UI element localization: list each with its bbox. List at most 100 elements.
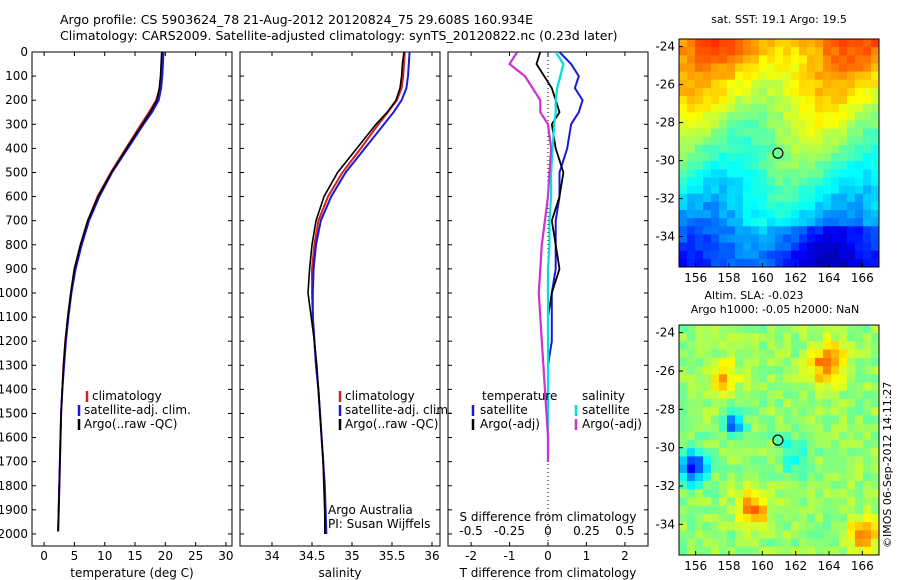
map-cell [855, 39, 864, 48]
map-cell [719, 366, 728, 375]
depth-tick-label: 300 [5, 117, 28, 131]
map-cell [743, 398, 752, 408]
map-cell [687, 325, 696, 334]
map-cell [815, 325, 824, 334]
map-cell [767, 234, 776, 244]
map-cell [751, 448, 760, 457]
map-cell [775, 481, 784, 490]
map-cell [759, 374, 768, 384]
map-cell [719, 242, 728, 252]
map-cell [735, 481, 744, 490]
map-cell [863, 398, 872, 408]
map-cell [735, 250, 744, 260]
map-cell [775, 513, 784, 523]
map-cell [799, 242, 808, 252]
map-cell [815, 112, 824, 121]
map-cell [695, 185, 704, 195]
map-cell [863, 489, 872, 499]
map-cell [727, 440, 736, 449]
map-cell [687, 161, 696, 170]
map-cell [687, 47, 696, 56]
map-cell [711, 177, 720, 187]
map-cell [735, 513, 744, 523]
map-cell [839, 79, 848, 89]
map-cell [783, 144, 792, 154]
map-cell [703, 513, 712, 523]
map-cell [807, 210, 816, 219]
map-cell [871, 104, 879, 113]
series-line-climatology [311, 52, 406, 535]
map-cell [679, 431, 688, 441]
map-cell [783, 177, 792, 187]
map-cell [719, 505, 728, 515]
difference-xlabel: T difference from climatology [459, 566, 637, 580]
map-cell [695, 87, 704, 97]
map-y-tick-label: -30 [655, 154, 675, 168]
map-cell [855, 47, 864, 56]
map-cell [847, 357, 856, 367]
map-cell [727, 415, 736, 425]
map-cell [807, 55, 816, 64]
map-cell [727, 218, 736, 227]
depth-tick-label: 1700 [0, 455, 28, 469]
map-cell [815, 505, 824, 515]
map-cell [759, 39, 768, 48]
map-cell [863, 546, 872, 555]
series-line-s-satellite [546, 52, 565, 462]
map-cell [711, 546, 720, 555]
map-cell [767, 481, 776, 490]
map-cell [751, 538, 760, 548]
map-cell [767, 522, 776, 531]
map-cell [855, 177, 864, 187]
x-tick-label: 0 [40, 549, 48, 563]
map-cell [735, 464, 744, 474]
map-cell [679, 374, 688, 384]
temperature-lines [57, 52, 165, 532]
map-cell [791, 226, 800, 235]
map-cell [743, 234, 752, 244]
map-cell [759, 431, 768, 441]
map-cell [839, 242, 848, 252]
map-cell [751, 185, 760, 195]
map-cell [767, 39, 776, 48]
map-cell [743, 226, 752, 235]
map-cell [695, 144, 704, 154]
salinity-legend: climatology satellite-adj. clim. Argo(..… [338, 389, 452, 431]
map-cell [855, 79, 864, 89]
map-cell [695, 55, 704, 64]
map-cell [703, 357, 712, 367]
map-cell [759, 258, 768, 267]
figure-title: Argo profile: CS 5903624_78 21-Aug-2012 … [60, 12, 533, 27]
map-cell [799, 218, 808, 227]
map-cell [767, 112, 776, 121]
map-cell [719, 185, 728, 195]
map-cell [815, 522, 824, 531]
map-cell [823, 218, 832, 227]
map-cell [823, 481, 832, 490]
map-cell [799, 169, 808, 178]
map-cell [791, 169, 800, 178]
map-cell [703, 472, 712, 482]
map-cell [831, 169, 840, 178]
map-x-tick-label: 156 [684, 559, 707, 573]
map-cell [719, 448, 728, 457]
map-cell [855, 169, 864, 178]
map-cell [871, 120, 879, 130]
map-cell [871, 112, 879, 121]
map-cell [815, 382, 824, 392]
map-cell [855, 423, 864, 433]
map-cell [767, 258, 776, 267]
map-cell [831, 390, 840, 400]
map-cell [695, 79, 704, 89]
map-cell [863, 366, 872, 375]
map-cell [743, 185, 752, 195]
map-cell [711, 440, 720, 449]
map-cell [823, 349, 832, 359]
map-cell [855, 185, 864, 195]
map-cell [847, 489, 856, 499]
map-cell [807, 530, 816, 540]
map-cell [727, 481, 736, 490]
map-x-tick-label: 164 [818, 271, 841, 285]
map-cell [703, 47, 712, 56]
map-cell [703, 242, 712, 252]
